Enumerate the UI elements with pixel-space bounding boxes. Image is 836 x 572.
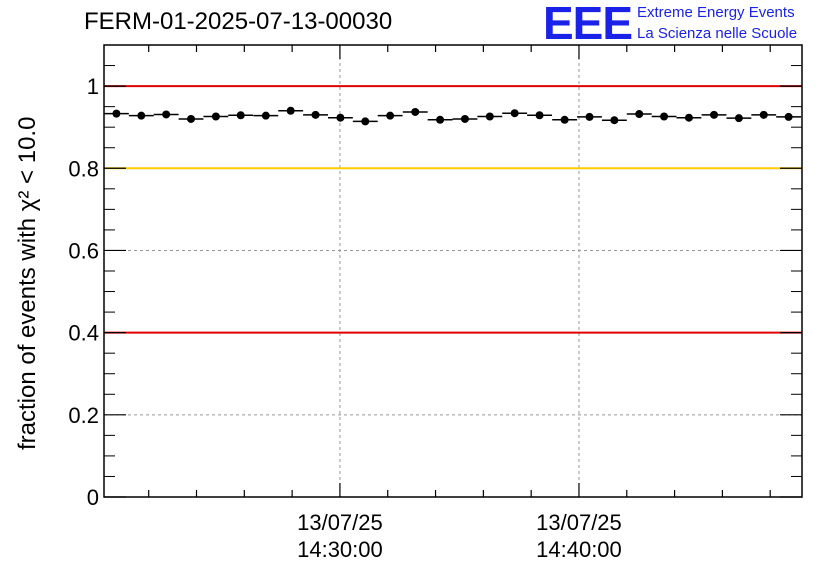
data-point — [734, 114, 743, 123]
data-point — [211, 112, 220, 121]
data-point — [436, 115, 445, 124]
y-tick-label: 1 — [87, 74, 99, 99]
reference-lines — [104, 85, 802, 334]
data-point — [684, 113, 693, 122]
eee-logo: EEE Extreme Energy Events La Scienza nel… — [543, 0, 833, 49]
logo-subtitle-line1: Extreme Energy Events — [637, 4, 795, 21]
data-point — [162, 110, 171, 119]
data-series — [104, 106, 802, 126]
data-point — [610, 116, 619, 125]
x-tick-label-date: 13/07/25 — [536, 510, 622, 535]
data-point — [510, 109, 519, 118]
data-point — [236, 111, 245, 120]
y-axis-label-container: fraction of events with χ² < 10.0 — [0, 0, 50, 572]
data-point — [187, 114, 196, 123]
data-point — [759, 110, 768, 119]
data-point — [710, 110, 719, 119]
data-point — [784, 112, 793, 121]
y-tick-label: 0.8 — [68, 156, 99, 181]
data-point — [585, 112, 594, 121]
logo-subtitle-line2: La Scienza nelle Scuole — [637, 25, 798, 42]
data-point — [112, 109, 121, 118]
y-tick-label: 0.4 — [68, 321, 99, 346]
data-point — [460, 114, 469, 123]
grid-lines — [104, 45, 802, 497]
data-point — [485, 112, 494, 121]
y-tick-label: 0 — [87, 485, 99, 510]
data-point — [336, 113, 345, 122]
data-point — [635, 110, 644, 119]
x-tick-label-date: 13/07/25 — [297, 510, 383, 535]
data-point — [535, 111, 544, 120]
data-point — [411, 107, 420, 116]
data-point — [660, 112, 669, 121]
data-point — [311, 110, 320, 119]
y-axis-label: fraction of events with χ² < 10.0 — [14, 116, 41, 450]
data-point — [137, 111, 146, 120]
data-point — [560, 115, 569, 124]
data-point — [361, 117, 370, 126]
x-tick-label-time: 14:40:00 — [536, 537, 622, 562]
y-tick-label: 0.6 — [68, 238, 99, 263]
plot-frame — [103, 44, 803, 498]
x-tick-label-time: 14:30:00 — [297, 537, 383, 562]
y-tick-label: 0.2 — [68, 403, 99, 428]
chart-title: FERM-01-2025-07-13-00030 — [84, 8, 393, 35]
data-point — [386, 111, 395, 120]
data-point — [286, 106, 295, 115]
eee-logo-mark: EEE — [543, 0, 633, 49]
y-axis: 0 0.2 0.4 0.6 0.8 1 — [68, 44, 802, 510]
data-point — [261, 111, 270, 120]
